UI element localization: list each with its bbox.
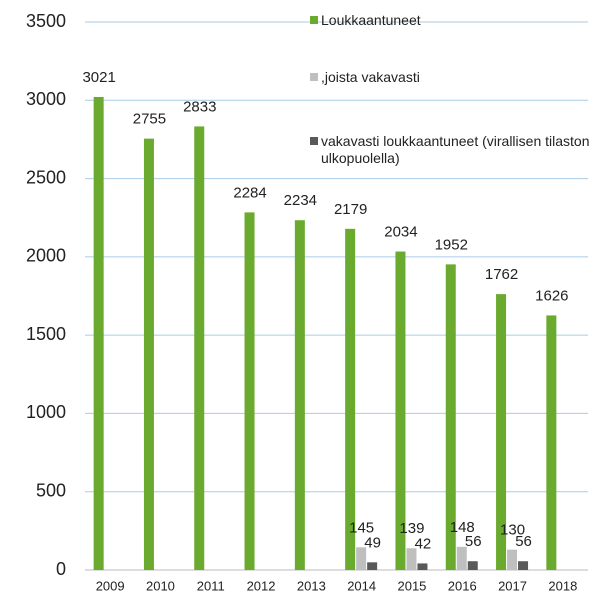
x-tick-label: 2017 xyxy=(498,578,527,593)
data-label: 2833 xyxy=(183,98,216,115)
bar xyxy=(546,315,557,570)
legend-swatch xyxy=(310,73,318,81)
data-label: 1952 xyxy=(435,236,468,253)
legend-item: vakavasti loukkaantuneet (virallisen til… xyxy=(310,133,595,167)
bar xyxy=(395,251,406,571)
data-label: 1626 xyxy=(535,287,568,304)
bar xyxy=(456,546,467,570)
bar xyxy=(143,138,154,570)
x-tick-label: 2013 xyxy=(297,578,326,593)
data-label: 2284 xyxy=(233,184,266,201)
data-label: 42 xyxy=(415,535,432,552)
data-label: 56 xyxy=(465,533,482,550)
x-tick-label: 2010 xyxy=(146,578,175,593)
data-label: 130 xyxy=(500,522,525,539)
bar xyxy=(294,220,305,570)
legend-item: ,joista vakavasti xyxy=(310,69,595,86)
x-tick-label: 2015 xyxy=(397,578,426,593)
y-tick-label: 500 xyxy=(36,480,66,500)
bar xyxy=(367,562,378,570)
bar xyxy=(467,561,478,570)
bar xyxy=(417,563,428,570)
legend-label: Loukkaantuneet xyxy=(321,12,421,28)
x-tick-label: 2011 xyxy=(197,578,225,593)
x-tick-label: 2012 xyxy=(247,578,276,593)
bar xyxy=(345,228,356,570)
x-tick-label: 2018 xyxy=(548,578,577,593)
x-tick-label: 2016 xyxy=(448,578,477,593)
x-tick-label: 2014 xyxy=(347,578,376,593)
legend-label: vakavasti loukkaantuneet (virallisen til… xyxy=(321,133,590,166)
bar xyxy=(93,96,104,570)
data-label: 2034 xyxy=(384,224,417,241)
data-label: 1762 xyxy=(485,266,518,283)
y-tick-label: 1000 xyxy=(26,402,66,422)
y-tick-label: 0 xyxy=(56,559,66,579)
data-label: 2234 xyxy=(284,192,317,209)
bar xyxy=(194,126,205,571)
legend-item: Loukkaantuneet xyxy=(310,12,595,29)
bar xyxy=(507,549,518,570)
y-tick-label: 3000 xyxy=(26,89,66,109)
data-label: 49 xyxy=(364,534,381,551)
legend-label: ,joista vakavasti xyxy=(321,69,420,85)
y-tick-label: 1500 xyxy=(26,324,66,344)
bar xyxy=(496,294,507,570)
legend-swatch xyxy=(310,16,318,24)
bar xyxy=(244,212,255,570)
bar xyxy=(518,561,529,570)
data-label: 2755 xyxy=(133,111,166,128)
data-label: 145 xyxy=(349,519,374,536)
bar xyxy=(356,547,367,570)
legend-swatch xyxy=(310,137,318,145)
y-tick-label: 2000 xyxy=(26,246,66,266)
bar xyxy=(445,264,456,570)
data-label: 3021 xyxy=(82,69,115,86)
data-label: 148 xyxy=(450,519,475,536)
data-label: 139 xyxy=(399,520,424,537)
data-label: 56 xyxy=(515,533,532,550)
data-label: 2179 xyxy=(334,201,367,218)
bar xyxy=(406,548,417,570)
y-tick-label: 3500 xyxy=(26,11,66,31)
x-tick-label: 2009 xyxy=(96,578,125,593)
y-tick-label: 2500 xyxy=(26,167,66,187)
